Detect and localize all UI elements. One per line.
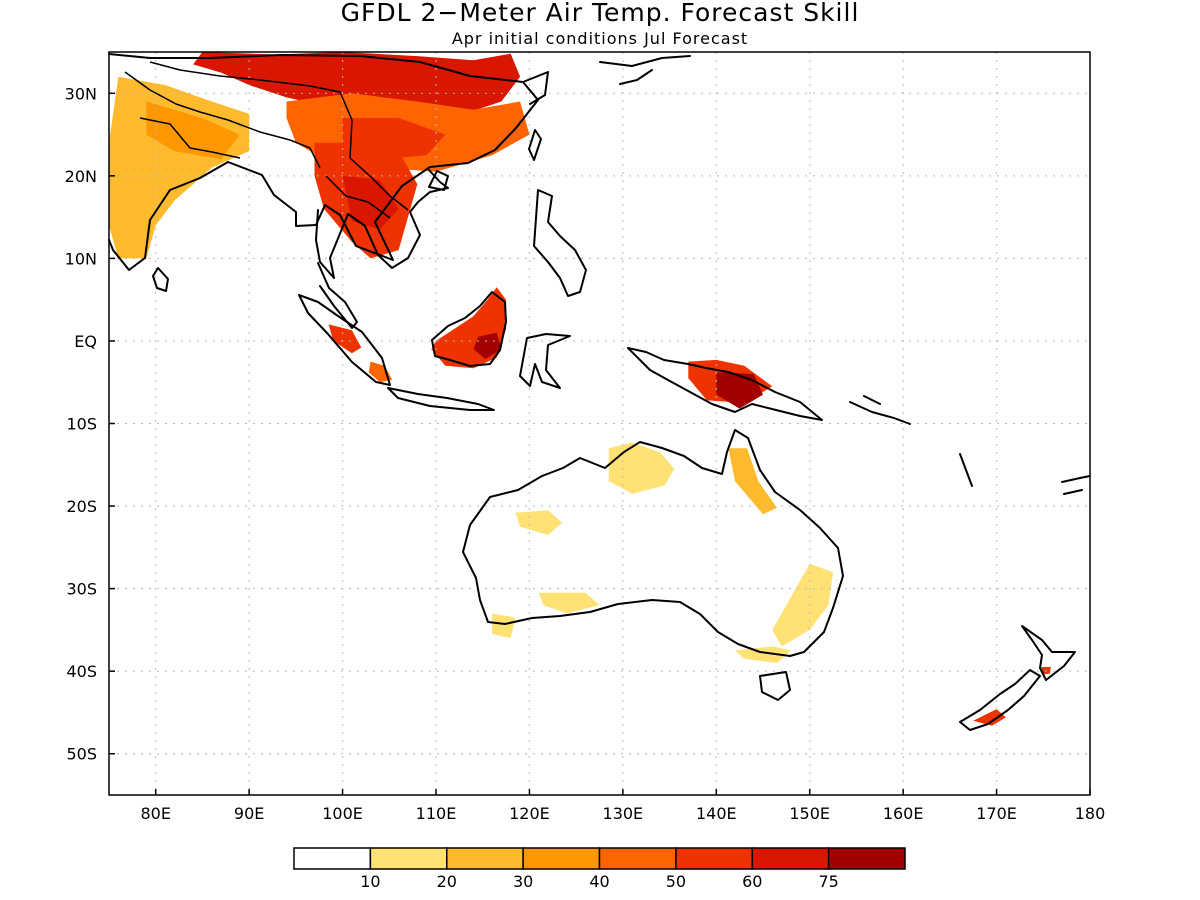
lat-tick-label: 20S bbox=[66, 497, 97, 516]
lat-tick-label: 10S bbox=[66, 415, 97, 434]
colorbar-bin-1 bbox=[369, 847, 448, 870]
colorbar: 10 20 30 40 50 60 75 bbox=[293, 847, 906, 891]
lon-tick-labels: 80E 90E 100E 110E 120E 130E 140E 150E 160E 170E 18… bbox=[140, 789, 1105, 823]
skill-region-18 bbox=[772, 563, 834, 647]
malay-peninsula-coast bbox=[317, 262, 358, 329]
map-border bbox=[108, 51, 1091, 796]
colorbar-bin-4 bbox=[598, 847, 677, 870]
skill-region-20 bbox=[973, 709, 1006, 726]
sumatra-coast bbox=[298, 294, 391, 386]
colorbar-label: 60 bbox=[742, 872, 762, 891]
skill-region-9 bbox=[328, 324, 362, 354]
lon-tick-label: 80E bbox=[140, 804, 170, 823]
java-coast bbox=[387, 387, 495, 411]
new-zealand-south-coast bbox=[959, 669, 1041, 731]
chart-title: GFDL 2−Meter Air Temp. Forecast Skill bbox=[341, 0, 860, 27]
australia-coast bbox=[462, 429, 844, 657]
korea-japan-coast bbox=[522, 55, 691, 105]
chart-subtitle: Apr initial conditions Jul Forecast bbox=[452, 29, 748, 48]
colorbar-bin-6 bbox=[751, 847, 830, 870]
colorbar-label: 20 bbox=[437, 872, 457, 891]
philippines-coast bbox=[533, 189, 587, 297]
graticule bbox=[109, 52, 1090, 795]
himalaya-border bbox=[124, 71, 321, 169]
lat-tick-labels: 30N 20N 10N EQ 10S 20S 30S 40S 50S bbox=[65, 84, 115, 764]
lon-tick-label: 130E bbox=[603, 804, 644, 823]
colorbar-label: 75 bbox=[818, 872, 838, 891]
colorbar-label: 40 bbox=[589, 872, 609, 891]
lon-tick-label: 150E bbox=[789, 804, 830, 823]
colorbar-label: 30 bbox=[513, 872, 533, 891]
lat-tick-label: EQ bbox=[74, 332, 97, 351]
colorbar-label: 50 bbox=[666, 872, 686, 891]
india-border bbox=[139, 117, 241, 159]
skill-region-19 bbox=[735, 646, 791, 663]
skill-region-13 bbox=[608, 442, 675, 494]
colorbar-bin-2 bbox=[446, 847, 524, 870]
coastlines bbox=[108, 53, 1091, 731]
lon-tick-label: 170E bbox=[976, 804, 1017, 823]
skill-region-10 bbox=[368, 361, 393, 383]
skill-region-12 bbox=[716, 372, 763, 409]
lon-tick-label: 110E bbox=[416, 804, 457, 823]
china-inner-border bbox=[149, 61, 353, 159]
indochina-coast bbox=[315, 169, 449, 279]
lat-tick-label: 30N bbox=[65, 84, 97, 103]
hainan-coast bbox=[428, 170, 449, 191]
skill-region-4 bbox=[146, 101, 240, 160]
tasmania-coast bbox=[759, 671, 791, 701]
asia-coast bbox=[108, 53, 539, 271]
vanuatu-fiji-coast bbox=[959, 453, 1091, 495]
new-guinea-coast bbox=[627, 347, 823, 421]
country-borders bbox=[124, 61, 409, 219]
borneo-coast bbox=[431, 291, 507, 367]
lat-tick-label: 40S bbox=[66, 662, 97, 681]
colorbar-label: 10 bbox=[360, 872, 380, 891]
colorbar-bin-7 bbox=[827, 847, 906, 870]
lon-tick-label: 90E bbox=[234, 804, 264, 823]
skill-region-6 bbox=[342, 175, 399, 230]
skill-region-8 bbox=[473, 332, 502, 360]
skill-region-16 bbox=[492, 613, 516, 639]
sulawesi-coast bbox=[519, 333, 571, 389]
lon-tick-label: 140E bbox=[696, 804, 737, 823]
lon-tick-label: 160E bbox=[883, 804, 924, 823]
lat-tick-label: 20N bbox=[65, 167, 97, 186]
lon-tick-label: 120E bbox=[509, 804, 550, 823]
lon-tick-label: 100E bbox=[322, 804, 363, 823]
colorbar-bin-3 bbox=[522, 847, 601, 870]
solomon-islands-coast bbox=[849, 395, 911, 425]
skill-region-3 bbox=[109, 76, 250, 259]
new-zealand-north-coast bbox=[1021, 625, 1076, 681]
taiwan-coast bbox=[528, 129, 542, 161]
skill-region-15 bbox=[515, 510, 563, 535]
lat-tick-label: 10N bbox=[65, 249, 97, 268]
lat-tick-label: 30S bbox=[66, 580, 97, 599]
lon-tick-label: 180 bbox=[1075, 804, 1106, 823]
indochina-borders bbox=[325, 157, 409, 219]
colorbar-bin-5 bbox=[675, 847, 754, 870]
skill-shading-layer bbox=[109, 52, 1051, 726]
skill-region-14 bbox=[728, 448, 777, 515]
lat-tick-label: 50S bbox=[66, 745, 97, 764]
colorbar-bin-0 bbox=[293, 847, 372, 870]
sri-lanka-coast bbox=[152, 267, 169, 292]
skill-region-17 bbox=[538, 592, 600, 614]
